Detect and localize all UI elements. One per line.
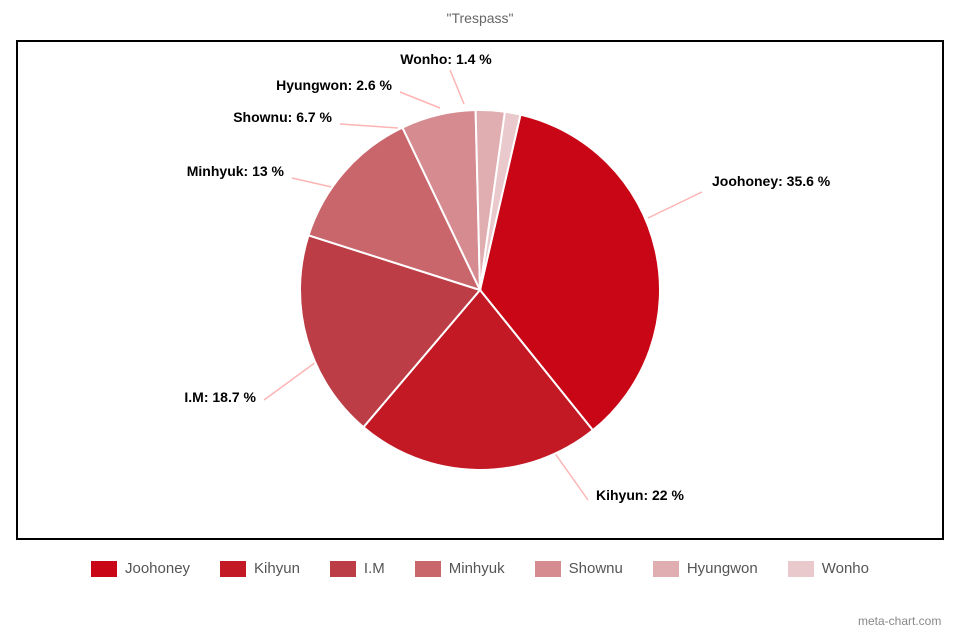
- slice-label-shownu: Shownu: 6.7 %: [233, 109, 332, 125]
- legend-swatch: [415, 561, 441, 577]
- legend-item-wonho: Wonho: [788, 560, 869, 577]
- attribution-text: meta-chart.com: [858, 614, 941, 628]
- chart-container: "Trespass" Joohoney: 35.6 %Kihyun: 22 %I…: [0, 0, 960, 640]
- leader-line: [292, 178, 336, 188]
- legend-swatch: [330, 561, 356, 577]
- legend-item-hyungwon: Hyungwon: [653, 560, 758, 577]
- slice-label-kihyun: Kihyun: 22 %: [596, 487, 684, 503]
- legend-label: I.M: [364, 560, 385, 577]
- legend-item-kihyun: Kihyun: [220, 560, 300, 577]
- leader-line: [450, 70, 464, 104]
- legend-label: Kihyun: [254, 560, 300, 577]
- legend-swatch: [788, 561, 814, 577]
- legend-item-shownu: Shownu: [535, 560, 623, 577]
- slice-label-im: I.M: 18.7 %: [184, 389, 256, 405]
- legend-item-minhyuk: Minhyuk: [415, 560, 505, 577]
- leader-line: [648, 192, 702, 218]
- slice-label-wonho: Wonho: 1.4 %: [400, 51, 492, 67]
- slice-label-minhyuk: Minhyuk: 13 %: [187, 163, 284, 179]
- legend-label: Wonho: [822, 560, 869, 577]
- leader-line: [554, 452, 588, 500]
- legend-swatch: [535, 561, 561, 577]
- legend-label: Joohoney: [125, 560, 190, 577]
- leader-line: [400, 92, 440, 108]
- legend-label: Minhyuk: [449, 560, 505, 577]
- legend-swatch: [220, 561, 246, 577]
- legend-label: Hyungwon: [687, 560, 758, 577]
- legend-swatch: [653, 561, 679, 577]
- leader-line: [264, 362, 316, 400]
- legend-label: Shownu: [569, 560, 623, 577]
- legend: Joohoney Kihyun I.M Minhyuk Shownu Hyungwon Wo…: [0, 560, 960, 577]
- legend-item-im: I.M: [330, 560, 385, 577]
- slice-label-joohoney: Joohoney: 35.6 %: [712, 173, 830, 189]
- leader-line: [340, 124, 398, 128]
- pie-chart: [0, 0, 960, 640]
- legend-swatch: [91, 561, 117, 577]
- legend-item-joohoney: Joohoney: [91, 560, 190, 577]
- slice-label-hyungwon: Hyungwon: 2.6 %: [276, 77, 392, 93]
